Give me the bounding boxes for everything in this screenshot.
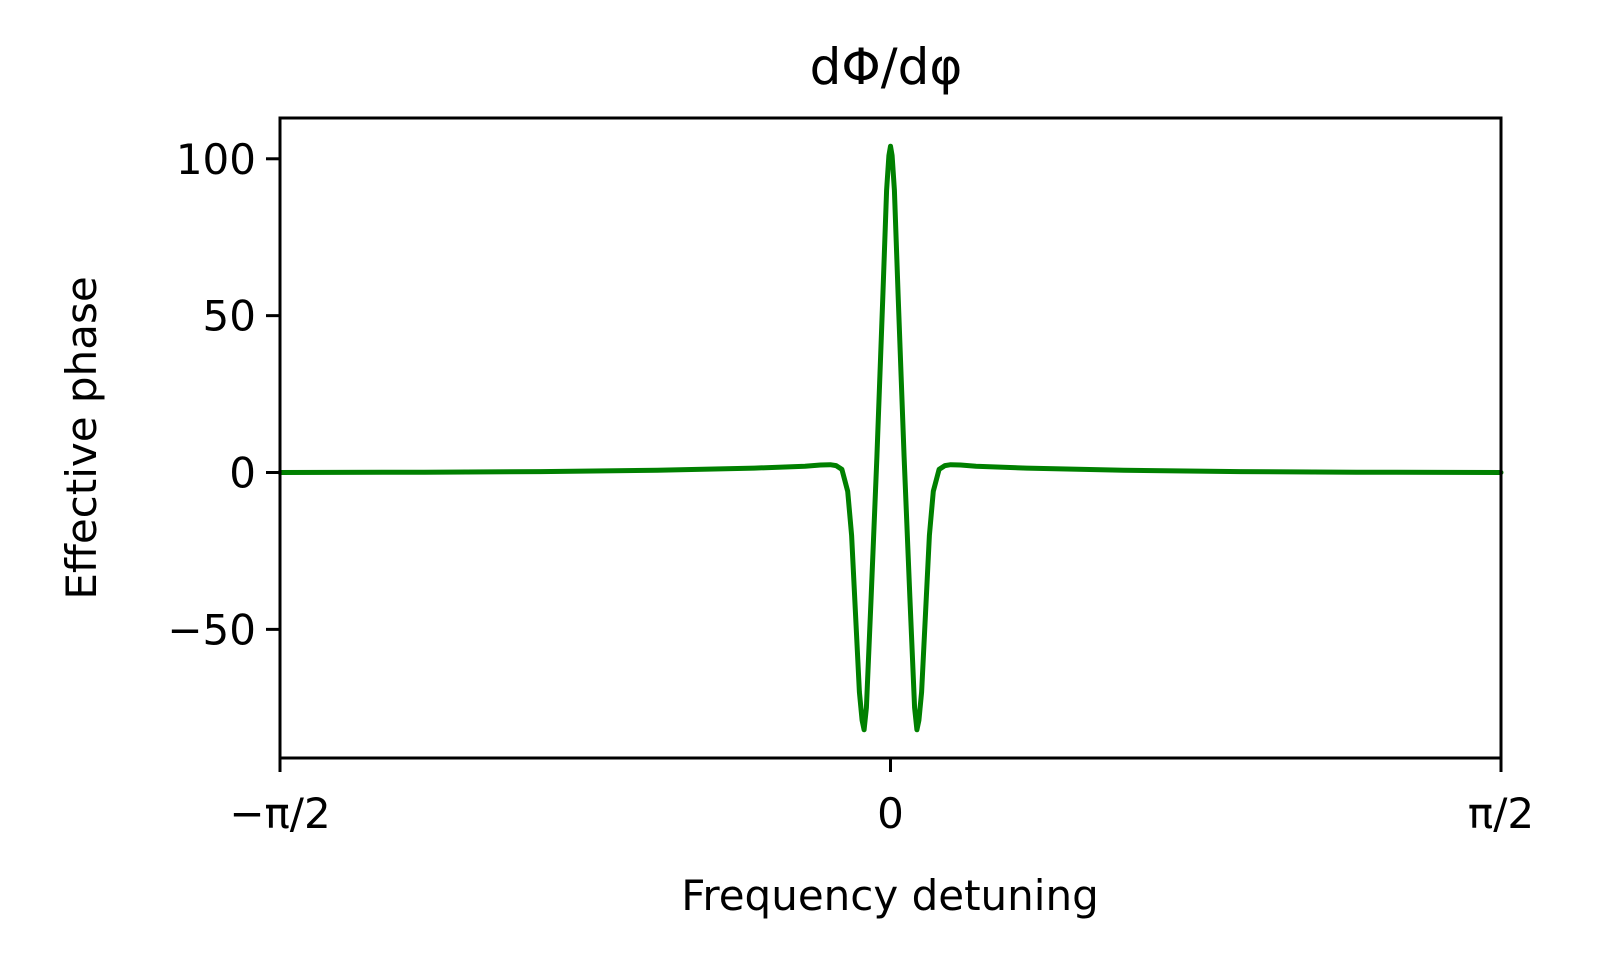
plot-area	[277, 116, 1504, 760]
y-tick-label: −50	[167, 605, 256, 654]
y-axis-label: Effective phase	[57, 276, 106, 599]
x-axis: −π/2 0 π/2	[229, 758, 1534, 838]
series-line	[277, 143, 1504, 733]
x-tick-label: π/2	[1468, 789, 1534, 838]
x-tick-label: −π/2	[229, 789, 330, 838]
y-tick-label: 50	[203, 292, 256, 341]
plot-frame	[278, 116, 1503, 760]
chart-title: dΦ/dφ	[810, 38, 963, 96]
x-tick-label: 0	[877, 789, 904, 838]
y-tick-label: 100	[176, 135, 256, 184]
y-tick-label: 0	[229, 449, 256, 498]
y-axis: 100 50 0 −50	[167, 135, 280, 654]
x-axis-label: Frequency detuning	[681, 871, 1098, 920]
